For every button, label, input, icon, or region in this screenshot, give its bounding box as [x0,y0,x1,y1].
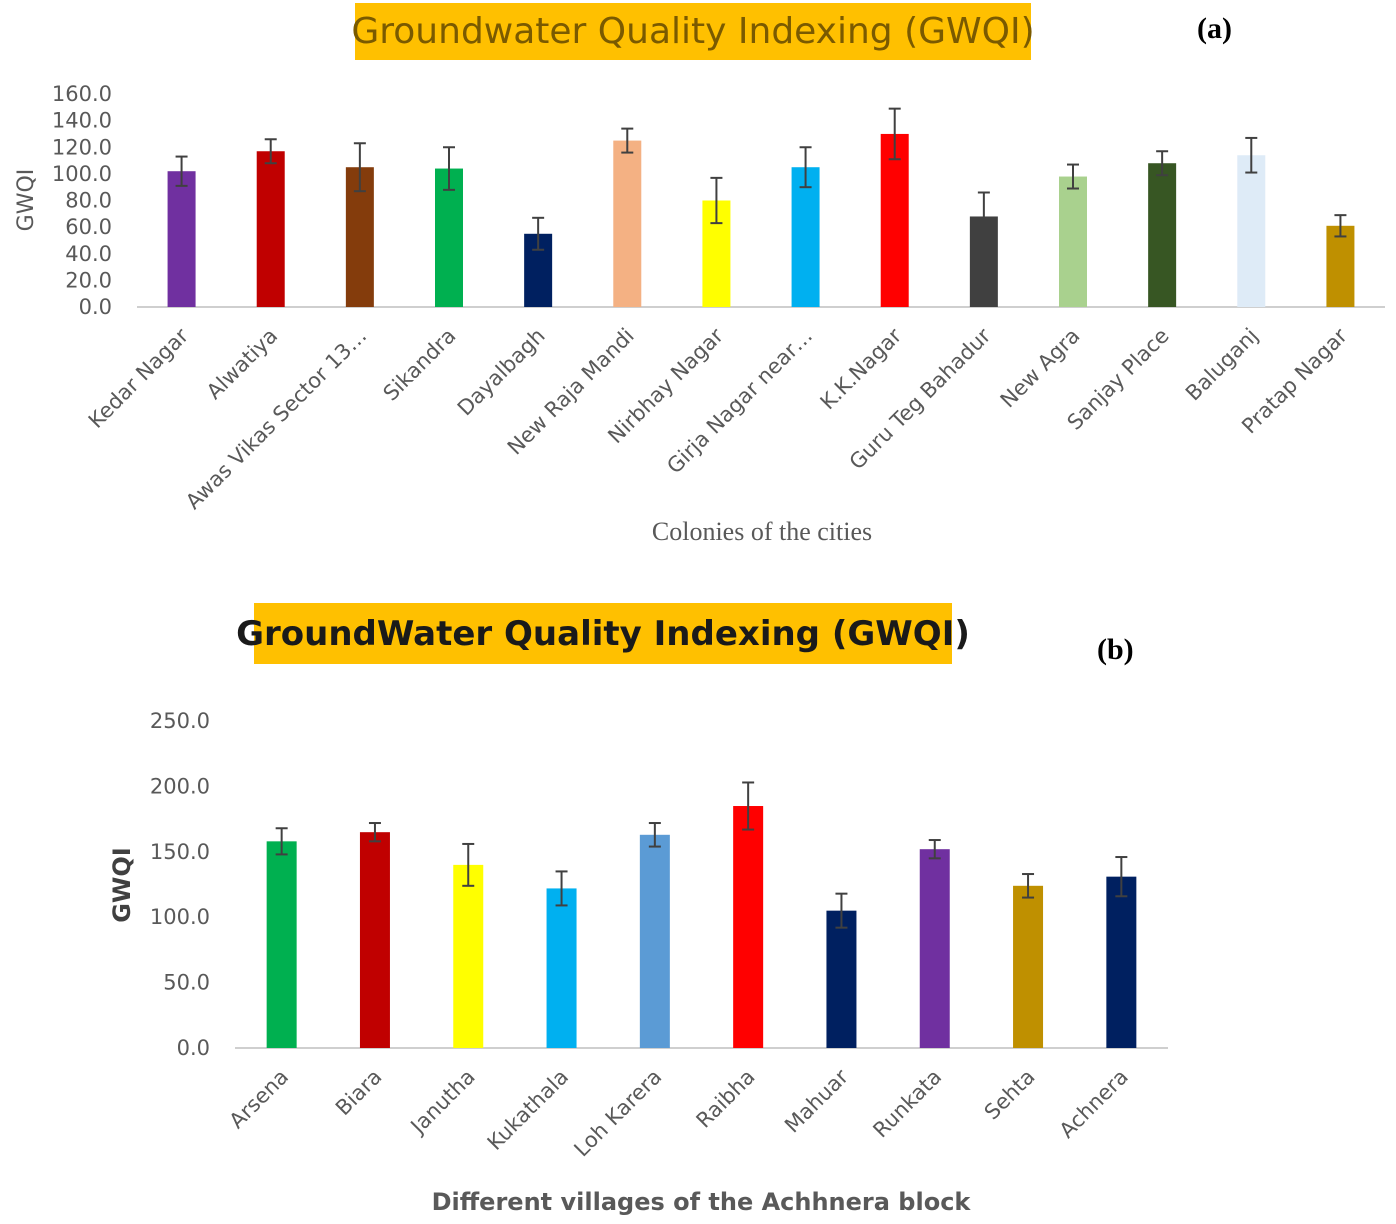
x-category-label: Achnera [1055,1065,1133,1143]
y-tick-label: 160.0 [52,82,112,106]
y-tick-label: 0.0 [79,295,112,319]
bar-chart-b: 0.0 50.0 100.0 150.0 200.0 250.0 Arsena Biara Ja… [108,709,1168,1216]
bar [826,910,857,1048]
y-axis-title: GWQI [14,169,39,232]
y-tick-label: 100.0 [150,905,210,929]
x-category-label: Girja Nagar near… [662,324,817,479]
chart-panel-a: Groundwater Quality Indexing (GWQI) (a) … [0,0,1396,560]
bar [613,140,642,307]
bar [435,168,463,307]
panel-label: (b) [1097,633,1134,666]
x-axis-title: Different villages of the Achhnera block [432,1188,972,1216]
x-category-label: Alwatiya [202,324,282,404]
x-category-label: Runkata [868,1065,946,1143]
bar [1013,885,1044,1048]
bar [1059,176,1087,307]
x-category-label: Janutha [405,1065,480,1140]
x-category-label: Baluganj [1181,324,1263,406]
y-tick-label: 200.0 [150,774,210,798]
chart-title: Groundwater Quality Indexing (GWQI) [351,3,1035,60]
x-category-label: Kedar Nagar [84,323,194,433]
bar [1148,163,1177,307]
bar [639,834,670,1048]
bar [919,849,950,1048]
panel-label: (a) [1197,12,1232,45]
x-category-label: Awas Vikas Sector 13… [181,324,371,514]
x-category-label: Loh Karera [569,1065,666,1162]
x-category-label: Mahuar [780,1064,853,1137]
chart-panel-b: GroundWater Quality Indexing (GWQI) (b) … [0,590,1396,1224]
y-tick-label: 50.0 [163,971,210,995]
bar [1106,876,1137,1048]
bar [359,832,390,1048]
bar [453,864,484,1048]
bar [1237,155,1266,307]
y-tick-label: 0.0 [177,1036,210,1060]
bar [733,806,764,1048]
y-tick-label: 40.0 [65,242,112,266]
x-category-label: Kukathala [483,1065,573,1155]
bar [1326,225,1355,307]
y-tick-label: 250.0 [150,709,210,733]
bar [880,133,909,307]
y-tick-label: 100.0 [52,162,112,186]
x-axis-title: Colonies of the cities [652,517,872,546]
x-category-label: Raibha [692,1065,760,1133]
bar [546,888,577,1048]
x-category-label: Sikandra [379,324,461,406]
x-category-label: Dayalbagh [453,324,550,421]
y-tick-label: 60.0 [65,215,112,239]
bar [256,151,285,307]
x-category-label: Sehta [980,1065,1040,1125]
x-category-label: K.K.Nagar [816,323,907,414]
bar [791,167,820,307]
bar [167,171,196,307]
chart-title: GroundWater Quality Indexing (GWQI) [236,603,970,664]
bar [266,841,297,1048]
x-category-label: Arsena [225,1065,294,1134]
y-tick-label: 140.0 [52,109,112,133]
y-axis-title: GWQI [108,847,136,923]
y-tick-label: 150.0 [150,840,210,864]
x-category-label: New Agra [996,324,1085,413]
y-tick-label: 120.0 [52,135,112,159]
y-tick-label: 80.0 [65,189,112,213]
x-category-label: Biara [331,1065,387,1121]
y-tick-label: 20.0 [65,268,112,292]
